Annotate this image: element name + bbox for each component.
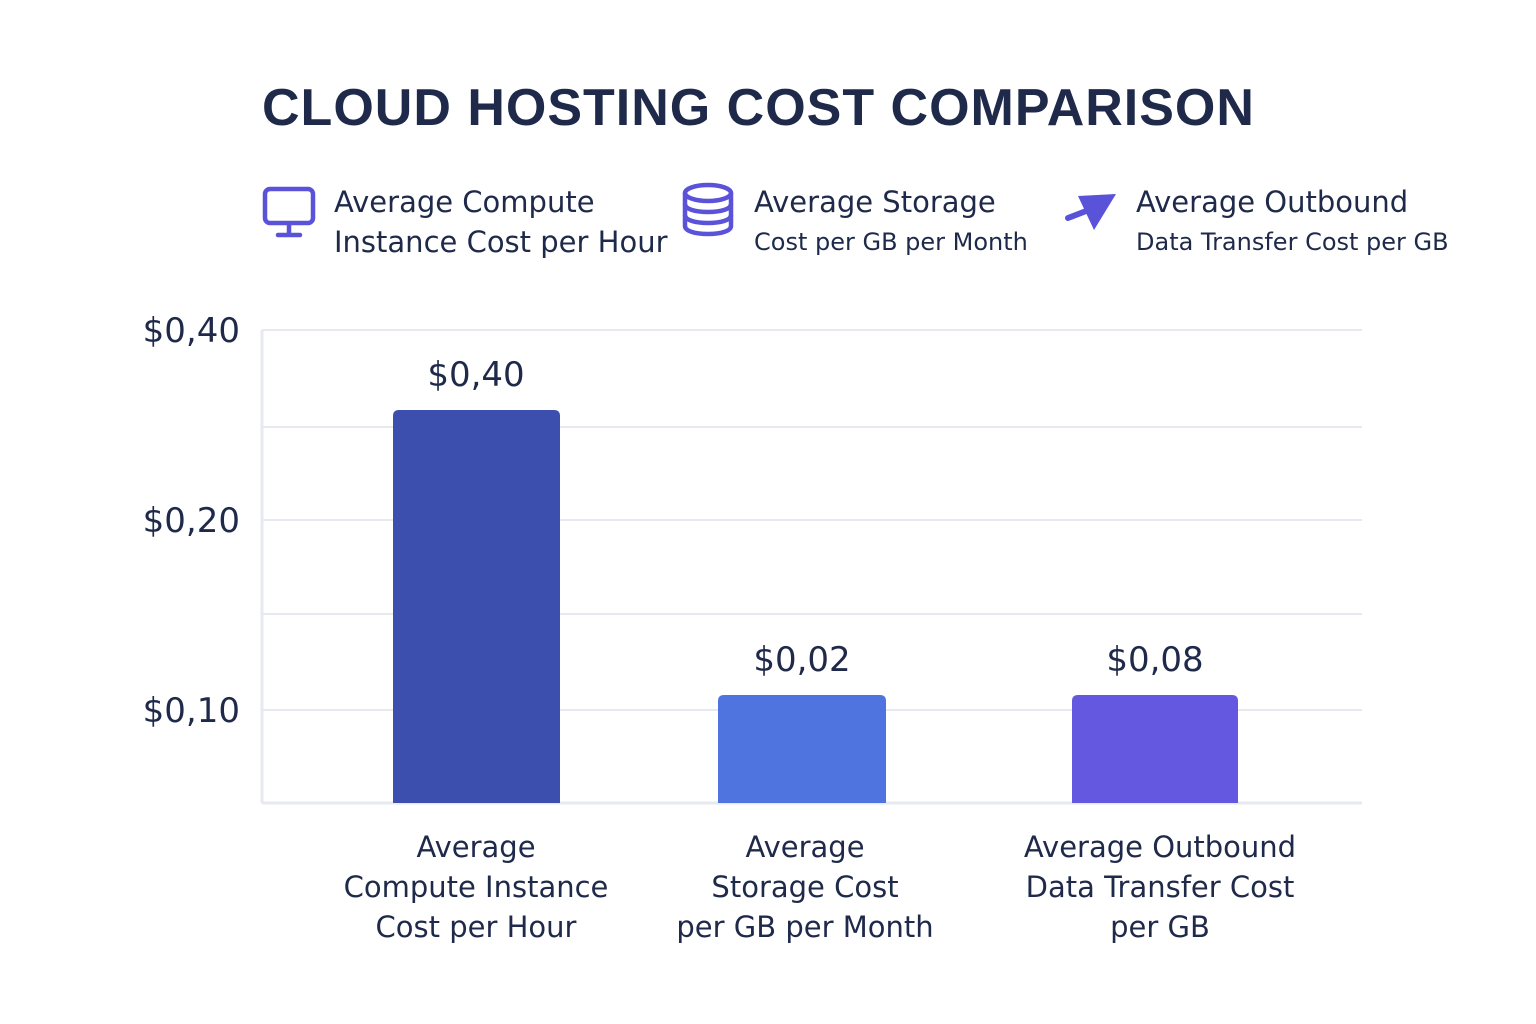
legend-label-line1: Average Outbound (1136, 185, 1409, 219)
legend-text-storage: Average Storage Cost per GB per Month (754, 182, 1028, 262)
legend-item-compute: Average Compute Instance Cost per Hour (262, 182, 668, 262)
legend-item-transfer: Average Outbound Data Transfer Cost per … (1064, 182, 1449, 262)
category-label: Average Outbound (1024, 830, 1296, 864)
legend-label-line2: Instance Cost per Hour (334, 225, 668, 259)
category-label: per GB per Month (676, 910, 933, 944)
value-label: $0,40 (427, 355, 524, 395)
bars (393, 410, 1238, 803)
database-icon (682, 182, 734, 237)
bar (718, 695, 886, 803)
chart-title: CLOUD HOSTING COST COMPARISON (262, 79, 1255, 137)
value-label: $0,08 (1106, 640, 1203, 680)
category-labels: Average Compute Instance Cost per Hour Aver… (344, 830, 1297, 944)
value-labels: $0,40 $0,02 $0,08 (427, 355, 1203, 680)
arrow-icon (1065, 194, 1116, 230)
legend-label-line2: Cost per GB per Month (754, 228, 1028, 256)
value-label: $0,02 (753, 640, 850, 680)
legend-item-storage: Average Storage Cost per GB per Month (682, 182, 1028, 262)
category-label: Cost per Hour (376, 910, 577, 944)
legend-text-compute: Average Compute Instance Cost per Hour (334, 182, 668, 262)
legend-text-transfer: Average Outbound Data Transfer Cost per … (1136, 182, 1449, 262)
category-label: Average (745, 830, 864, 864)
category-label: Data Transfer Cost (1026, 870, 1295, 904)
category-label: per GB (1110, 910, 1210, 944)
y-tick-label: $0,40 (143, 311, 240, 351)
y-tick-label: $0,20 (143, 501, 240, 541)
legend-label-line1: Average Storage (754, 185, 996, 219)
category-label: Storage Cost (711, 870, 898, 904)
bar (393, 410, 560, 803)
bar (1072, 695, 1238, 803)
legend-label-line1: Average Compute (334, 185, 595, 219)
category-label: Average (416, 830, 535, 864)
y-tick-label: $0,10 (143, 691, 240, 731)
y-tick-labels: $0,10 $0,20 $0,40 (143, 311, 240, 731)
monitor-icon (262, 186, 316, 238)
category-label: Compute Instance (344, 870, 609, 904)
legend-label-line2: Data Transfer Cost per GB (1136, 228, 1449, 256)
